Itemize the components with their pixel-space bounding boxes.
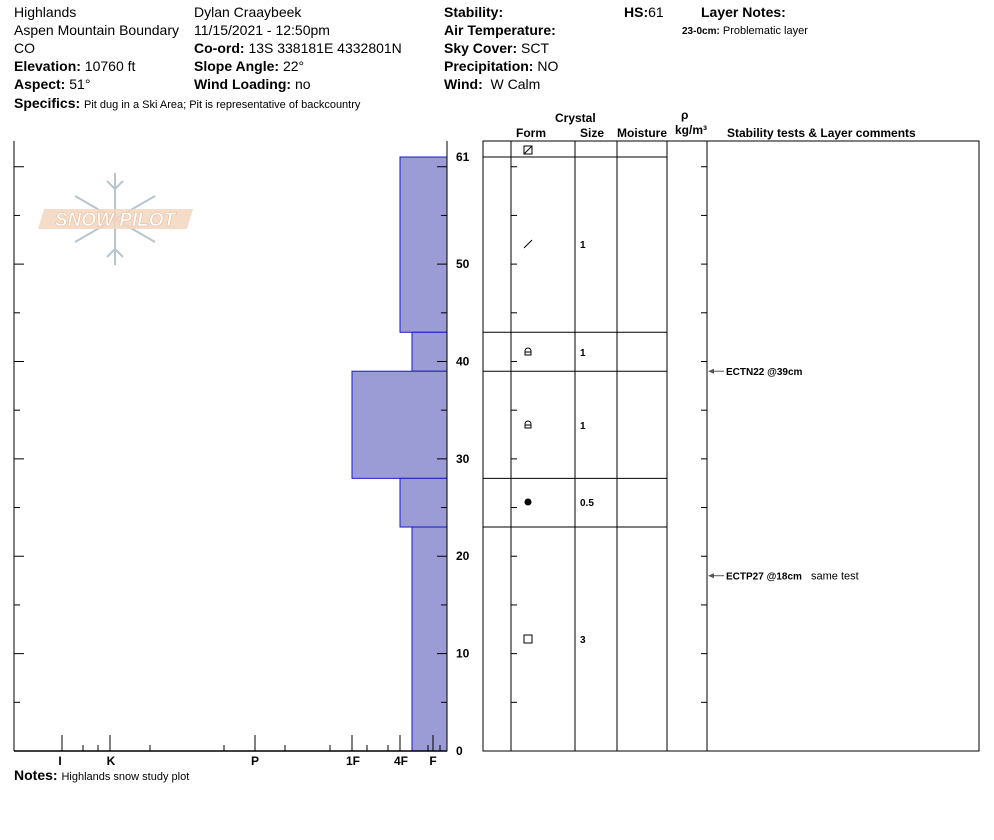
wind-value: W Calm: [490, 76, 541, 92]
depth-tick-label: 30: [456, 452, 470, 466]
wind-label: Wind:: [444, 76, 483, 92]
notes-text: Highlands snow study plot: [61, 771, 190, 783]
wind-loading-label: Wind Loading:: [194, 76, 292, 92]
hardness-tick-label: 1F: [346, 754, 360, 768]
size-header: Size: [580, 126, 605, 140]
stability-test-label: ECTN22 @39cm: [726, 367, 803, 378]
rho-header: ρ: [681, 108, 689, 122]
hardness-bar: [411, 526, 448, 752]
aspect: Aspect: 51°: [14, 75, 90, 93]
depth-tick-label: 10: [456, 647, 470, 661]
hardness-tick-label: 4F: [394, 754, 408, 768]
form-icon-facets: [523, 634, 533, 644]
test-arrow-icon: [708, 573, 714, 579]
grain-size: 1: [580, 240, 586, 251]
moisture-header: Moisture: [617, 126, 668, 140]
location: Highlands: [14, 4, 77, 20]
hardness-tick-label: I: [58, 754, 61, 768]
depth-tick-label: 50: [456, 257, 470, 271]
comments-header: Stability tests & Layer comments: [727, 126, 916, 140]
state: CO: [14, 40, 35, 56]
stability-test-comment: same test: [811, 571, 859, 583]
precip-value: NO: [537, 58, 559, 74]
elevation: Elevation: 10760 ft: [14, 57, 135, 75]
stability-label: Stability:: [444, 4, 504, 20]
hardness-tick-label: F: [429, 754, 436, 768]
hardness-bar: [411, 331, 448, 372]
slope: Slope Angle: 22°: [194, 57, 304, 75]
sky-cover: Sky Cover: SCT: [444, 39, 549, 57]
grain-size: 1: [580, 421, 586, 432]
grain-size: 0.5: [580, 498, 594, 509]
density-header: kg/m³: [675, 123, 708, 137]
precipitation: Precipitation: NO: [444, 57, 558, 75]
wind: Wind: W Calm: [444, 75, 540, 93]
stability-test-label: ECTP27 @18cm: [726, 572, 802, 583]
aspect-value: 51°: [69, 76, 91, 92]
aspect-label: Aspect:: [14, 76, 66, 92]
form-icon-melt-freeze: [524, 498, 532, 506]
depth-tick-label: 0: [456, 744, 463, 758]
slope-label: Slope Angle:: [194, 58, 280, 74]
coord: Co-ord: 13S 338181E 4332801N: [194, 39, 402, 57]
form-icon-faceted-rounded: [524, 420, 532, 429]
grain-size: 3: [580, 635, 586, 646]
form-header: Form: [516, 126, 546, 140]
surface-form-icon: [523, 145, 533, 155]
test-arrow-icon: [708, 368, 714, 374]
area: Aspen Mountain Boundary: [14, 22, 179, 38]
specifics-label: Specifics:: [14, 95, 81, 111]
hardness-bar: [399, 156, 448, 333]
hs-value: 61: [648, 4, 664, 20]
hardness-tick-label: P: [251, 754, 259, 768]
form-icon-slash: [523, 239, 533, 249]
elevation-value: 10760 ft: [84, 58, 136, 74]
form-icon-faceted-rounded: [524, 347, 532, 356]
notes-label: Notes:: [14, 767, 58, 783]
layer-note-range: 23-0cm:: [682, 26, 720, 37]
precip-label: Precipitation:: [444, 58, 534, 74]
hs: HS:61: [624, 3, 664, 21]
coord-value: 13S 338181E 4332801N: [248, 40, 402, 56]
notes: Notes: Highlands snow study plot: [14, 766, 189, 786]
grain-size: 1: [580, 348, 586, 359]
layer-note: 23-0cm: Problematic layer: [682, 22, 808, 41]
wind-loading-value: no: [294, 76, 311, 92]
surface-form-icon-diagonal: [523, 145, 533, 155]
specifics: Specifics: Pit dug in a Ski Area; Pit is…: [14, 94, 360, 114]
observer: Dylan Craaybeek: [194, 4, 302, 20]
crystal-header: Crystal: [555, 111, 596, 125]
sky-label: Sky Cover:: [444, 40, 518, 56]
datetime: 11/15/2021 - 12:50pm: [194, 22, 330, 38]
air-temp-label: Air Temperature:: [444, 22, 556, 38]
depth-tick-label: 20: [456, 549, 470, 563]
depth-tick-label: 61: [456, 150, 470, 164]
coord-label: Co-ord:: [194, 40, 245, 56]
specifics-value: Pit dug in a Ski Area; Pit is representa…: [84, 99, 361, 111]
hardness-bar: [351, 370, 448, 479]
layer-table-frame: [482, 140, 980, 752]
sky-value: SCT: [521, 40, 550, 56]
hardness-bar: [399, 477, 448, 528]
elevation-label: Elevation:: [14, 58, 81, 74]
depth-tick-label: 40: [456, 354, 470, 368]
hardness-tick-label: K: [107, 754, 116, 768]
wind-loading: Wind Loading: no: [194, 75, 311, 93]
layer-notes-label: Layer Notes:: [701, 4, 786, 20]
slope-value: 22°: [282, 58, 305, 74]
layer-note-text: Problematic layer: [722, 25, 808, 37]
hs-label: HS:: [624, 4, 649, 20]
